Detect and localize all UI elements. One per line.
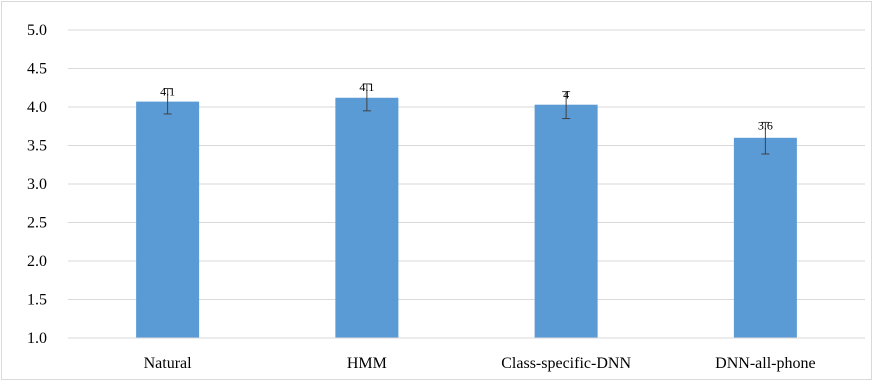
data-label: 4.1	[160, 85, 175, 99]
y-tick-label: 1.5	[27, 292, 47, 309]
y-tick-label: 3.0	[27, 176, 47, 193]
bar	[733, 137, 797, 338]
y-tick-label: 1.0	[27, 330, 47, 347]
y-tick-label: 2.0	[27, 253, 47, 270]
y-tick-label: 5.0	[27, 22, 47, 39]
y-tick-label: 2.5	[27, 215, 47, 232]
bar	[534, 104, 598, 338]
x-tick-label: Class-specific-DNN	[501, 355, 631, 372]
bar	[136, 101, 200, 338]
data-label: 4.1	[359, 80, 374, 94]
y-tick-label: 4.0	[27, 99, 47, 116]
data-label: 3.6	[758, 118, 773, 132]
x-tick-label: HMM	[347, 355, 387, 372]
y-tick-label: 3.5	[27, 138, 47, 155]
bar	[335, 97, 399, 338]
x-tick-label: Natural	[144, 355, 193, 372]
y-tick-label: 4.5	[27, 61, 47, 78]
data-label: 4	[563, 88, 569, 102]
x-tick-label: DNN-all-phone	[715, 355, 815, 372]
